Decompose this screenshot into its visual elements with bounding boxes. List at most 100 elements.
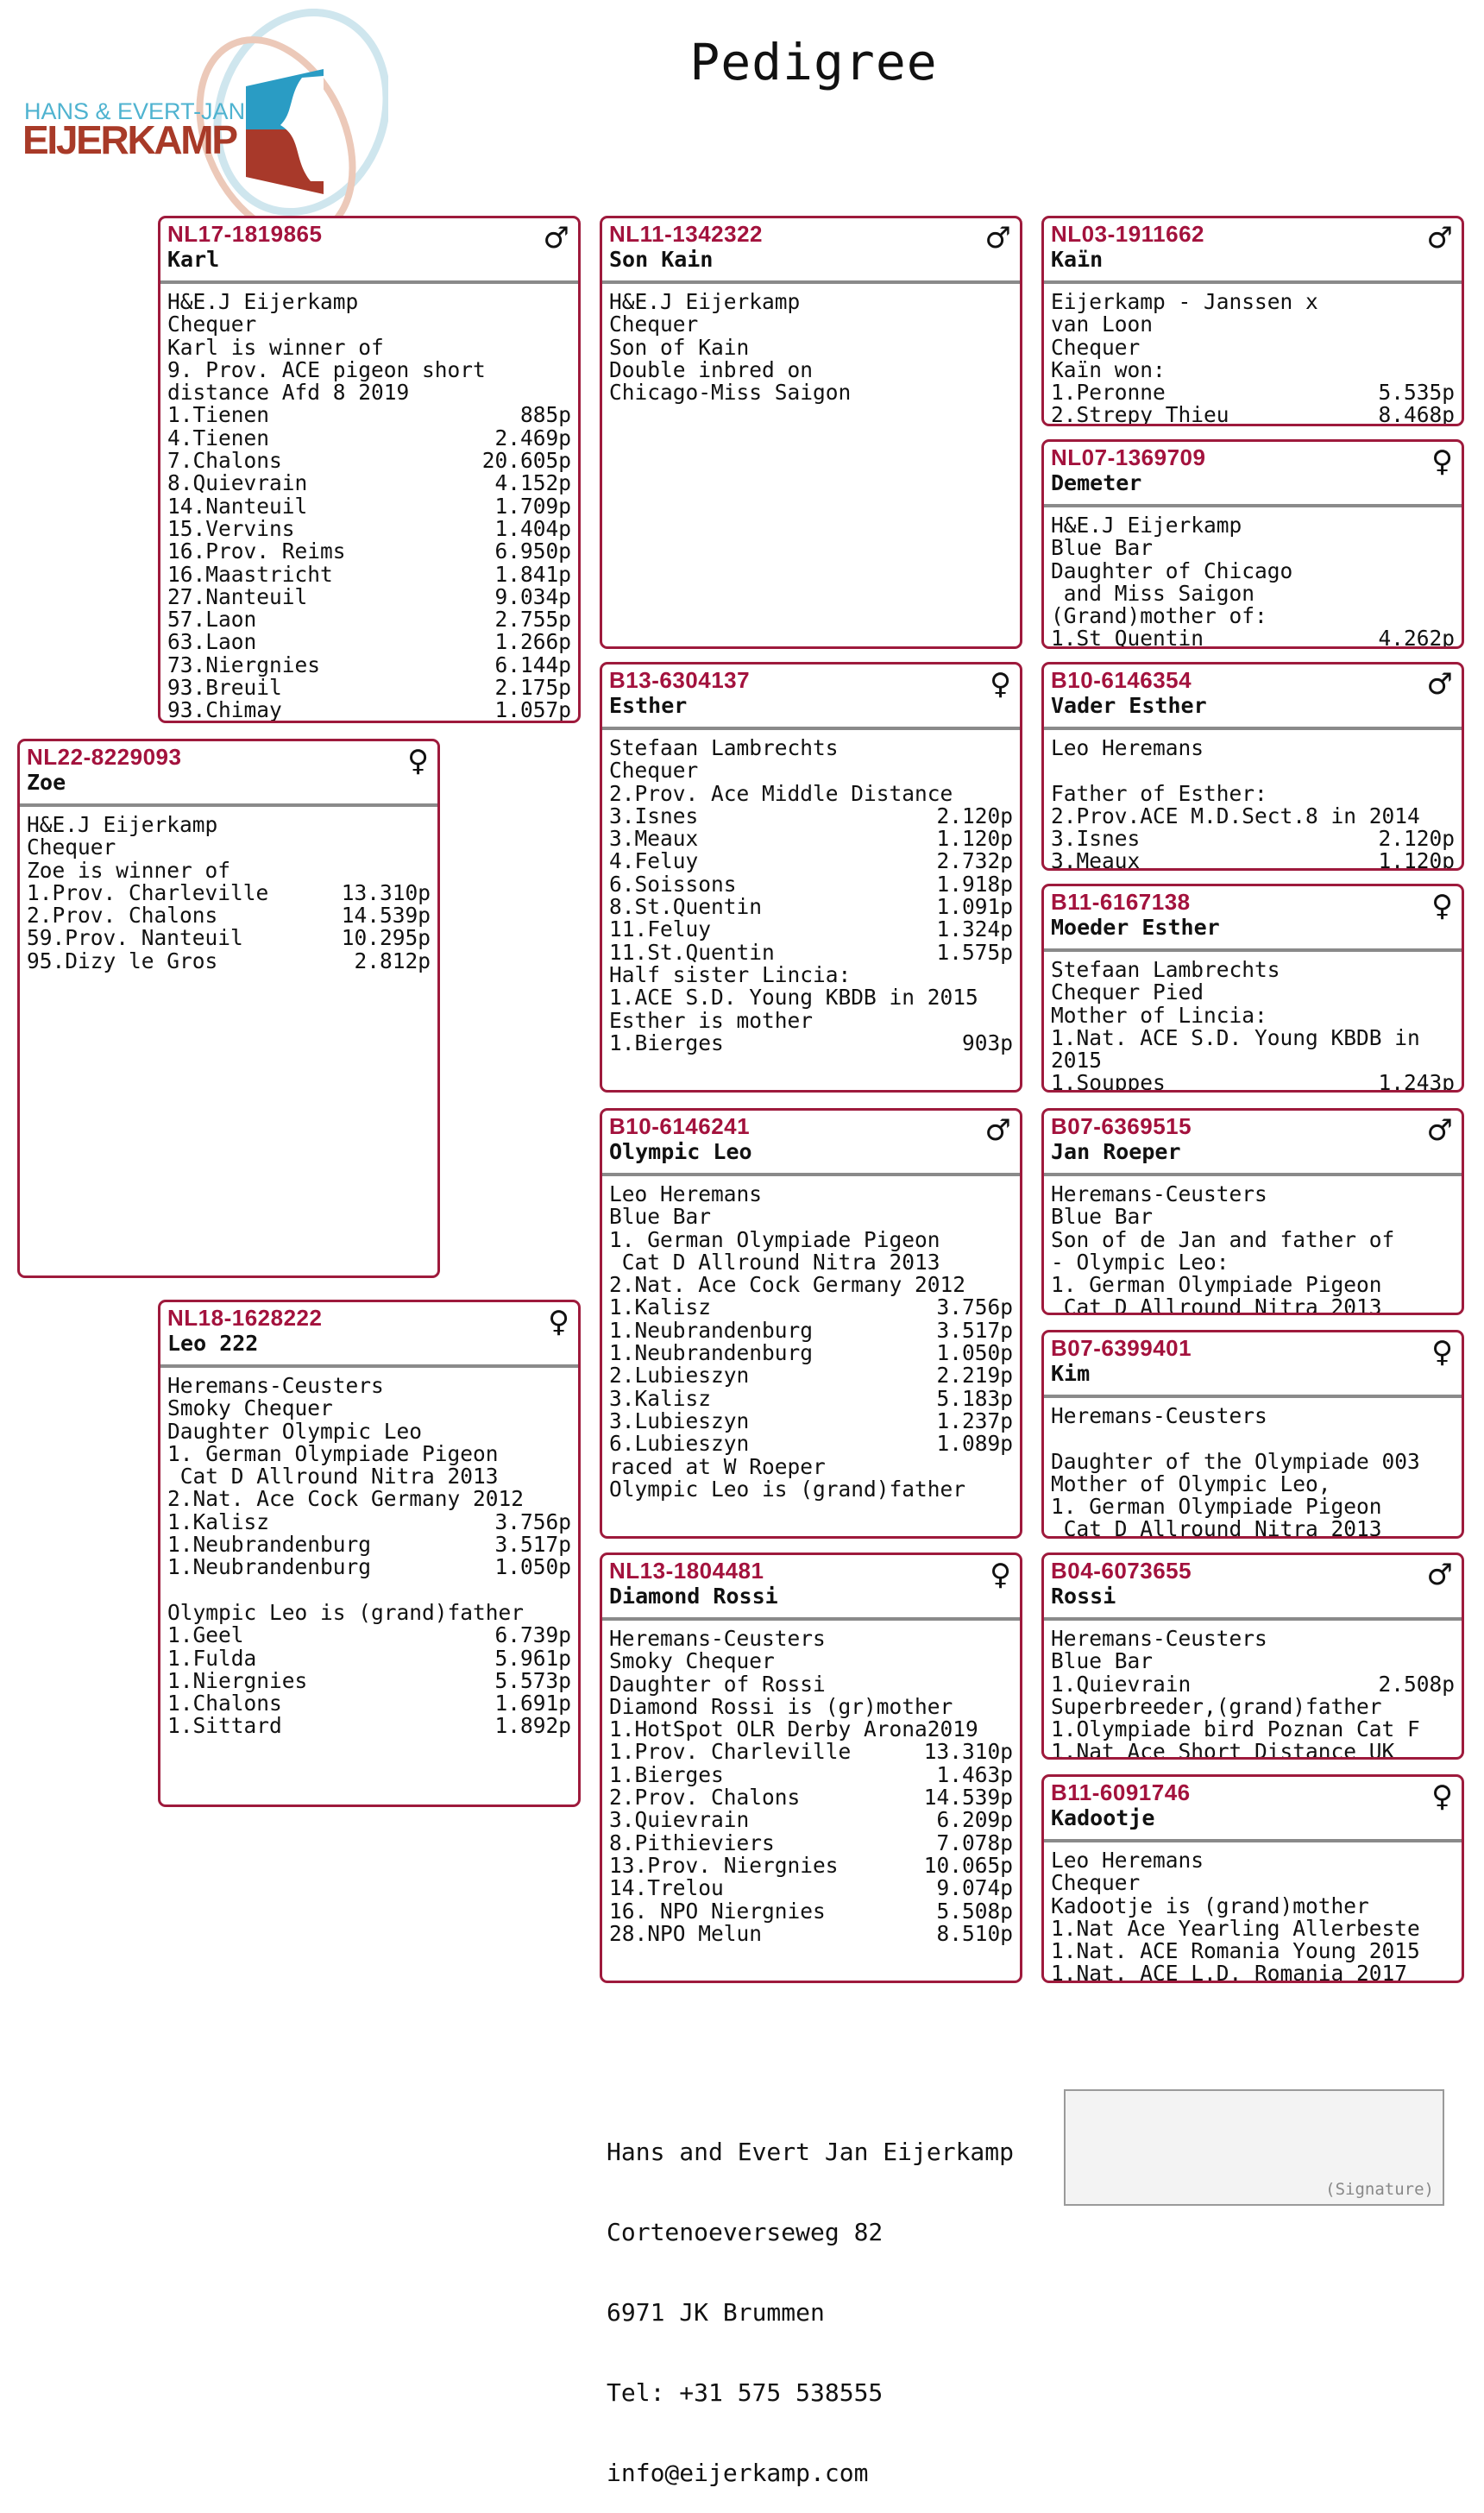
result-value: 1.120p: [1378, 848, 1455, 871]
pigeon-card[interactable]: B10-6146241 Olympic Leo ♂ Leo Heremans Blue …: [600, 1108, 1022, 1539]
male-symbol-icon: ♂: [1426, 221, 1453, 255]
result-row: 3.Isnes 2.120p: [1051, 827, 1455, 850]
result-value: 3.517p: [494, 1532, 571, 1558]
result-race: 2.Strepy Thieu: [1051, 402, 1229, 426]
pigeon-name: Jan Roeper: [1051, 1139, 1181, 1164]
pigeon-card[interactable]: B11-6167138 Moeder Esther ♀ Stefaan Lambrec…: [1041, 884, 1464, 1093]
result-value: 8.510p: [936, 1920, 1013, 1946]
pigeon-card[interactable]: NL13-1804481 Diamond Rossi ♀ Heremans-Ceust…: [600, 1553, 1022, 1983]
info-line: 1. German Olympiade Pigeon: [1051, 1272, 1382, 1298]
info-line: Karl is winner of: [167, 334, 384, 360]
ring-number: B13-6304137: [609, 667, 751, 693]
ring-number: NL07-1369709: [1051, 444, 1206, 470]
result-value: 1.404p: [494, 515, 571, 541]
male-symbol-icon: ♂: [984, 221, 1011, 255]
result-value: 2.469p: [494, 425, 571, 450]
pigeon-card[interactable]: NL11-1342322 Son Kain ♂ H&E.J Eijerkamp Cheq…: [600, 216, 1022, 649]
result-row: 6.Lubieszyn 1.089p: [609, 1431, 1013, 1457]
male-symbol-icon: ♂: [1426, 1558, 1453, 1592]
card-header: NL07-1369709 Demeter ♀: [1044, 442, 1462, 507]
result-race: 6.Soissons: [609, 871, 737, 897]
result-race: 1.Neubrandenburg: [609, 1340, 814, 1366]
result-value: 2.508p: [1378, 1671, 1455, 1697]
card-header: NL13-1804481 Diamond Rossi ♀: [602, 1555, 1020, 1621]
info-line: Blue Bar: [1051, 535, 1154, 561]
info-line: distance Afd 8 2019: [167, 380, 410, 406]
pigeon-name: Rossi: [1051, 1584, 1116, 1609]
result-value: 3.756p: [936, 1294, 1013, 1320]
info-line: Blue Bar: [609, 1204, 712, 1230]
info-line: Zoe is winner of: [27, 857, 231, 883]
result-value: 1.892p: [494, 1713, 571, 1739]
info-line: Heremans-Ceusters: [167, 1373, 384, 1398]
result-row: 8.Quievrain 4.152p: [167, 472, 571, 495]
info-line: Chequer: [609, 312, 699, 337]
result-race: 1.Fulda: [167, 1645, 257, 1671]
info-line: 1.Nat Ace Short Distance UK: [1051, 1739, 1395, 1760]
result-value: 2.732p: [936, 848, 1013, 874]
info-line: Half sister Lincia:: [609, 961, 852, 987]
card-header: NL03-1911662 Kaïn ♂: [1044, 218, 1462, 284]
result-row: 3.Lubieszyn 1.237p: [609, 1409, 1013, 1433]
pigeon-card[interactable]: B11-6091746 Kadootje ♀ Leo Heremans Chequer K…: [1041, 1774, 1464, 1983]
info-line: Heremans-Ceusters: [609, 1626, 826, 1651]
card-body: H&E.J Eijerkamp Chequer Zoe is winner of 1.…: [20, 807, 437, 973]
result-row: 1.Peronne 5.535p: [1051, 381, 1455, 404]
info-line: 2.Nat. Ace Cock Germany 2012: [167, 1486, 525, 1512]
result-value: 6.950p: [494, 538, 571, 564]
info-line: Daughter Olympic Leo: [167, 1418, 423, 1444]
pigeon-card[interactable]: NL17-1819865 Karl ♂ H&E.J Eijerkamp Chequer K…: [158, 216, 581, 723]
pigeon-card[interactable]: B07-6399401 Kim ♀ Heremans-Ceusters Daughter…: [1041, 1330, 1464, 1539]
info-line: Chequer: [167, 312, 257, 337]
card-header: NL11-1342322 Son Kain ♂: [602, 218, 1020, 284]
result-race: 1.Geel: [167, 1622, 244, 1648]
footer-email[interactable]: info@eijerkamp.com: [607, 2459, 869, 2487]
result-value: 1.089p: [936, 1431, 1013, 1457]
info-line: Stefaan Lambrechts: [609, 735, 839, 760]
signature-label: (Signature): [1325, 2180, 1434, 2199]
female-symbol-icon: ♀: [548, 1305, 569, 1339]
result-value: 1.709p: [494, 493, 571, 519]
result-value: 5.961p: [494, 1645, 571, 1671]
result-race: 73.Niergnies: [167, 652, 321, 677]
result-row: 3.Quievrain 6.209p: [609, 1809, 1013, 1832]
card-header: B04-6073655 Rossi ♂: [1044, 1555, 1462, 1621]
info-line: H&E.J Eijerkamp: [27, 812, 218, 837]
result-race: 6.Lubieszyn: [609, 1431, 750, 1457]
info-line: Kadootje is (grand)mother: [1051, 1893, 1369, 1918]
card-header: B11-6091746 Kadootje ♀: [1044, 1777, 1462, 1842]
ring-number: NL13-1804481: [609, 1558, 764, 1584]
result-value: 1.050p: [936, 1340, 1013, 1366]
pigeon-card[interactable]: B04-6073655 Rossi ♂ Heremans-Ceusters Blue B…: [1041, 1553, 1464, 1760]
pigeon-card[interactable]: B10-6146354 Vader Esther ♂ Leo Heremans Fath…: [1041, 662, 1464, 871]
result-value: 1.918p: [936, 871, 1013, 897]
result-value: 9.034p: [494, 583, 571, 609]
result-value: 4.262p: [1378, 626, 1455, 649]
pigeon-card[interactable]: NL03-1911662 Kaïn ♂ Eijerkamp - Janssen x va…: [1041, 216, 1464, 426]
result-race: 11.Feluy: [609, 916, 712, 942]
result-value: 8.468p: [1378, 402, 1455, 426]
footer-city: 6971 JK Brummen: [607, 2298, 825, 2327]
card-header: NL22-8229093 Zoe ♀: [20, 741, 437, 807]
pigeon-name: Leo 222: [167, 1331, 259, 1356]
pigeon-card[interactable]: NL18-1628222 Leo 222 ♀ Heremans-Ceusters Smo…: [158, 1300, 581, 1807]
pigeon-card[interactable]: B07-6369515 Jan Roeper ♂ Heremans-Ceusters B…: [1041, 1108, 1464, 1315]
info-line: Son of de Jan and father of: [1051, 1226, 1395, 1252]
result-race: 93.Chimay: [167, 697, 282, 723]
pigeon-card[interactable]: NL07-1369709 Demeter ♀ H&E.J Eijerkamp Blue …: [1041, 439, 1464, 649]
result-row: 8.St.Quentin 1.091p: [609, 895, 1013, 918]
card-body: Heremans-Ceusters Smoky Chequer Daughter O…: [160, 1368, 578, 1738]
result-race: 4.Feluy: [609, 848, 699, 874]
result-row: 1.Chalons 1.691p: [167, 1691, 571, 1715]
result-row: 1.Bierges 1.463p: [609, 1763, 1013, 1786]
info-line: Esther is mother: [609, 1007, 814, 1033]
male-symbol-icon: ♂: [1426, 1113, 1453, 1148]
ring-number: NL18-1628222: [167, 1305, 323, 1331]
pigeon-card[interactable]: B13-6304137 Esther ♀ Stefaan Lambrechts Cheq…: [600, 662, 1022, 1093]
result-value: 5.183p: [936, 1385, 1013, 1411]
result-race: 1.Kalisz: [167, 1508, 270, 1534]
result-row: 2.Prov. Chalons 14.539p: [27, 904, 431, 927]
pigeon-name: Kim: [1051, 1361, 1091, 1386]
female-symbol-icon: ♀: [1431, 444, 1453, 479]
pigeon-card[interactable]: NL22-8229093 Zoe ♀ H&E.J Eijerkamp Chequer Zo…: [17, 739, 440, 1278]
